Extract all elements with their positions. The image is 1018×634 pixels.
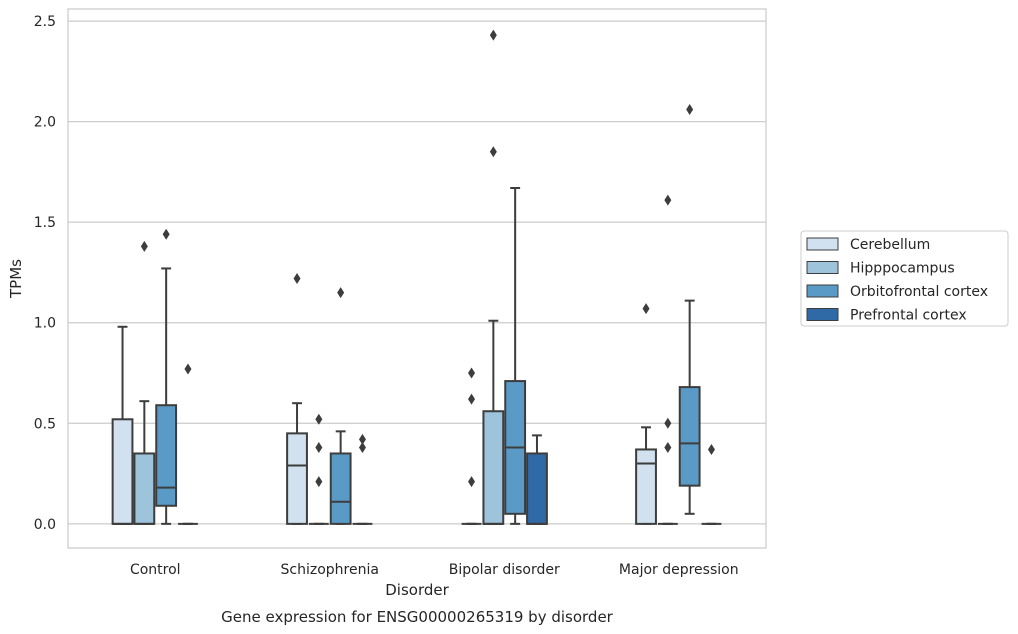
box-body — [133, 452, 156, 525]
legend-frame — [800, 230, 1009, 327]
outlier-point — [315, 413, 323, 425]
box-orbitofrontal-cortex — [678, 104, 701, 515]
legend-label: Hipppocampus — [850, 261, 955, 277]
box-body — [482, 410, 505, 525]
box-cerebellum — [635, 303, 657, 525]
outlier-point — [315, 476, 323, 488]
box-hipppocampus — [308, 413, 329, 525]
y-tick-label: 0.0 — [34, 517, 56, 533]
outlier-point — [358, 433, 366, 445]
y-tick-label: 2.0 — [34, 115, 56, 131]
y-tick-label: 1.0 — [34, 316, 56, 332]
legend-item: Prefrontal cortex — [806, 308, 967, 324]
outlier-point — [489, 29, 497, 41]
y-tick-label: 0.5 — [34, 416, 56, 432]
outlier-point — [664, 441, 672, 453]
outlier-point — [468, 367, 476, 379]
box-hipppocampus — [133, 240, 156, 525]
x-tick-labels: Control Schizophrenia Bipolar disorder Majo… — [130, 562, 739, 578]
y-tick-label: 1.5 — [34, 215, 56, 231]
legend-swatch — [806, 284, 839, 298]
x-tick-label: Control — [130, 562, 181, 578]
legend-swatch — [806, 237, 839, 251]
y-tick-label: 2.5 — [34, 14, 56, 30]
x-tick-label: Bipolar disorder — [449, 562, 560, 578]
chart-caption: Gene expression for ENSG00000265319 by d… — [221, 608, 614, 626]
plot-area-frame — [67, 8, 767, 549]
legend-item: Hipppocampus — [806, 261, 955, 277]
outlier-point — [664, 194, 672, 206]
box-prefrontal-cortex — [178, 363, 198, 525]
legend: Cerebellum Hipppocampus Orbitofrontal cort… — [800, 230, 1009, 327]
y-axis-label: TPMs — [7, 259, 25, 299]
box-hipppocampus — [657, 194, 678, 525]
box-orbitofrontal-cortex — [504, 186, 527, 525]
outlier-point — [468, 476, 476, 488]
legend-swatch — [806, 261, 839, 274]
box-orbitofrontal-cortex — [155, 228, 178, 525]
legend-item: Cerebellum — [806, 237, 930, 253]
box-prefrontal-cortex — [526, 434, 548, 525]
box-body — [329, 452, 352, 525]
box-body — [526, 452, 548, 525]
outlier-point — [489, 146, 497, 158]
box-prefrontal-cortex — [701, 443, 722, 525]
outlier-point — [642, 303, 650, 315]
outlier-point — [184, 363, 192, 375]
outlier-point — [664, 417, 672, 429]
legend-label: Cerebellum — [850, 237, 930, 253]
box-prefrontal-cortex — [352, 433, 373, 525]
outlier-point — [686, 104, 694, 116]
outlier-point — [293, 273, 301, 284]
outlier-point — [337, 287, 345, 299]
y-tick-labels: 0.0 0.5 1.0 1.5 2.0 2.5 — [34, 14, 56, 533]
outlier-point — [468, 393, 476, 405]
x-axis-label: Disorder — [385, 581, 449, 599]
box-body — [678, 386, 701, 487]
legend-swatch — [806, 308, 839, 321]
x-tick-label: Major depression — [619, 562, 739, 578]
outlier-point — [707, 443, 715, 455]
outlier-point — [315, 441, 323, 453]
box-hipppocampus — [482, 29, 505, 525]
box-cerebellum — [111, 325, 134, 525]
box-body — [155, 404, 178, 507]
box-layer — [111, 29, 722, 525]
outlier-point — [358, 441, 366, 453]
box-body — [635, 448, 657, 525]
box-cerebellum — [286, 273, 308, 525]
box-orbitofrontal-cortex — [329, 287, 352, 525]
legend-item: Orbitofrontal cortex — [806, 284, 988, 300]
box-cerebellum — [461, 367, 482, 525]
x-tick-label: Schizophrenia — [281, 562, 379, 578]
outlier-point — [162, 228, 170, 240]
legend-label: Prefrontal cortex — [850, 308, 967, 324]
box-body — [111, 418, 134, 525]
outlier-point — [140, 240, 148, 252]
box-body — [286, 432, 308, 525]
legend-label: Orbitofrontal cortex — [850, 284, 988, 300]
